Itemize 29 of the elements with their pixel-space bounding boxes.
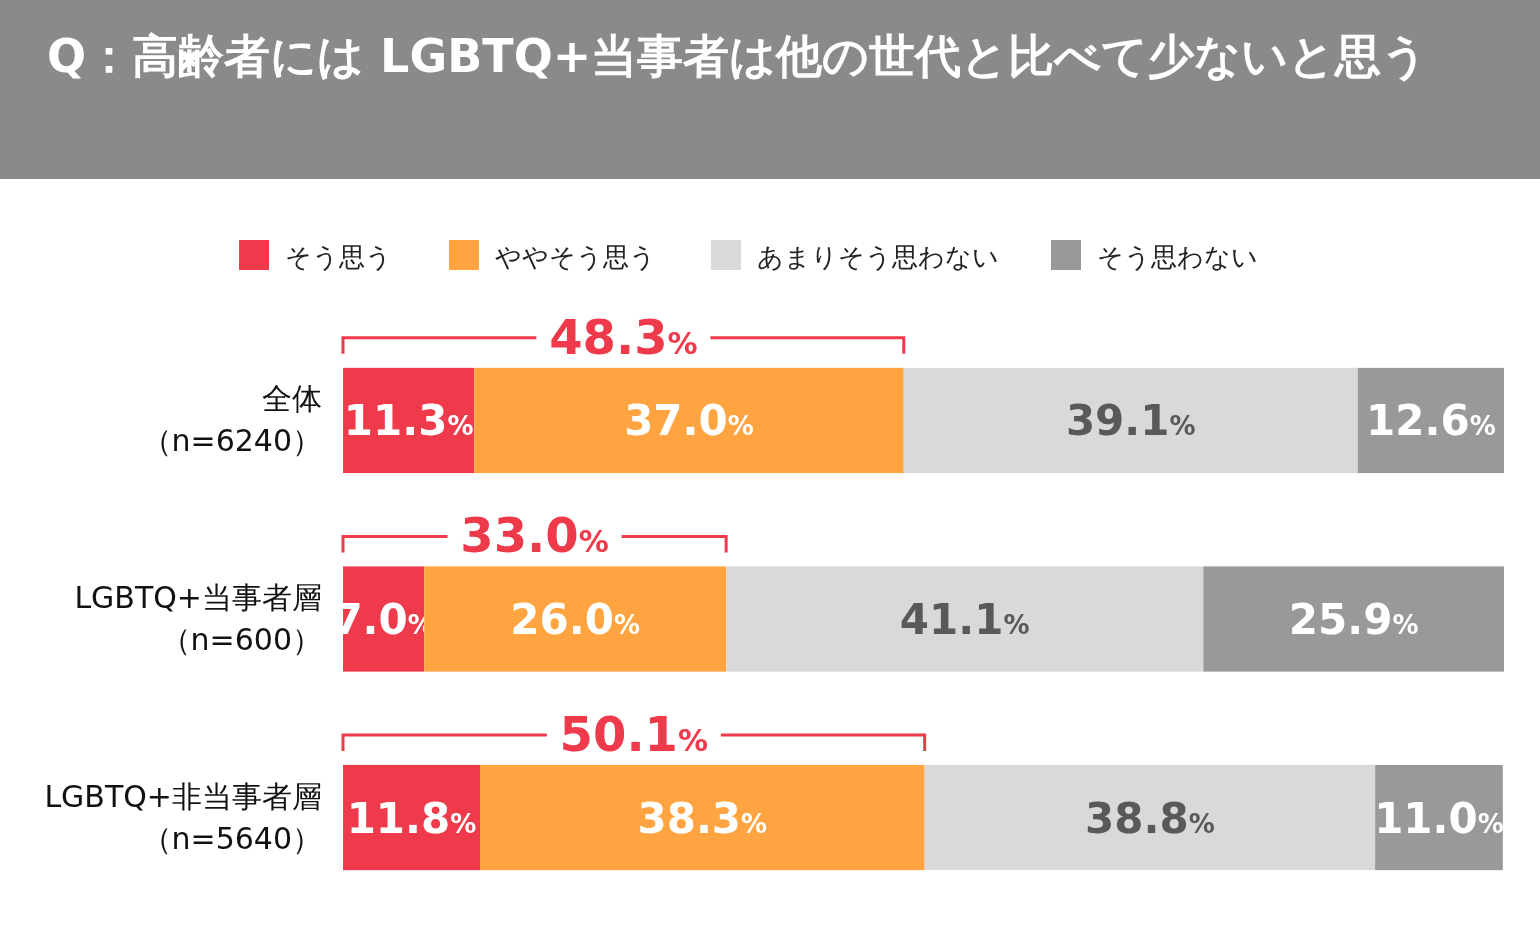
legend-label: そう思わない bbox=[1097, 242, 1258, 272]
bar bbox=[480, 764, 925, 871]
data-label: 11.8% bbox=[346, 793, 477, 843]
annotation: 33.0% bbox=[460, 507, 609, 564]
bar bbox=[924, 764, 1376, 871]
legend-label: そう思う bbox=[285, 242, 392, 272]
data-label: 39.1% bbox=[1065, 396, 1196, 446]
chart-title: Q：高齢者には LGBTQ+当事者は他の世代と比べて少ないと思う bbox=[0, 0, 1540, 179]
bar bbox=[474, 367, 904, 474]
bar bbox=[903, 367, 1358, 474]
y-tick-label: LGBTQ+非当事者層（n=5640） bbox=[44, 778, 322, 856]
data-label: 41.1% bbox=[899, 595, 1030, 644]
data-label: 25.9% bbox=[1288, 595, 1419, 644]
y-tick-label: 全体（n=6240） bbox=[141, 381, 322, 459]
bar bbox=[424, 566, 727, 672]
data-label: 37.0% bbox=[624, 396, 754, 446]
legend-label: あまりそう思わない bbox=[757, 242, 999, 272]
annotation: 50.1% bbox=[559, 705, 709, 762]
data-label: 11.3% bbox=[343, 396, 474, 446]
annotation: 48.3% bbox=[549, 308, 698, 365]
data-label: 11.0% bbox=[1374, 793, 1504, 843]
data-label: 38.3% bbox=[637, 793, 768, 843]
bar bbox=[1203, 566, 1504, 672]
bar bbox=[726, 566, 1204, 672]
legend-label: ややそう思う bbox=[495, 242, 656, 272]
data-label: 26.0% bbox=[510, 595, 641, 644]
data-label: 38.8% bbox=[1085, 793, 1215, 843]
data-label: 12.6% bbox=[1366, 396, 1496, 446]
y-tick-label: LGBTQ+当事者層（n=600） bbox=[74, 580, 322, 657]
